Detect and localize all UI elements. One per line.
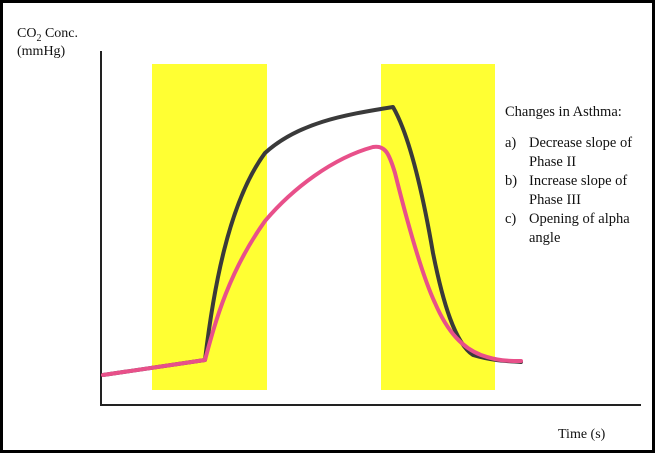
y-axis-label-prefix: CO (17, 26, 37, 41)
note-text: Decrease slope of Phase II (529, 135, 633, 170)
x-axis-label: Time (s) (558, 427, 606, 442)
y-axis-unit: (mmHg) (17, 44, 66, 59)
y-axis-label: CO2 Conc. (mmHg) (17, 25, 78, 61)
normal-capnogram-curve (101, 105, 523, 377)
y-axis-label-subscript: 2 (36, 32, 42, 44)
y-axis-label-suffix: Conc. (41, 26, 79, 41)
note-item: a) Decrease slope of Phase II (505, 134, 655, 172)
note-text: Opening of alpha angle (529, 211, 630, 246)
note-marker: a) (505, 135, 517, 151)
note-item: c) Opening of alpha angle (505, 210, 655, 248)
note-marker: c) (505, 211, 517, 227)
note-item: b) Increase slope of Phase III (505, 172, 655, 210)
note-text: Increase slope of Phase III (529, 173, 628, 208)
asthma-changes-notes: Changes in Asthma: a) Decrease slope of … (505, 103, 655, 248)
asthma-capnogram-curve (101, 144, 523, 377)
notes-title: Changes in Asthma: (505, 104, 622, 120)
note-marker: b) (505, 173, 518, 189)
capnogram-plot (100, 51, 641, 406)
